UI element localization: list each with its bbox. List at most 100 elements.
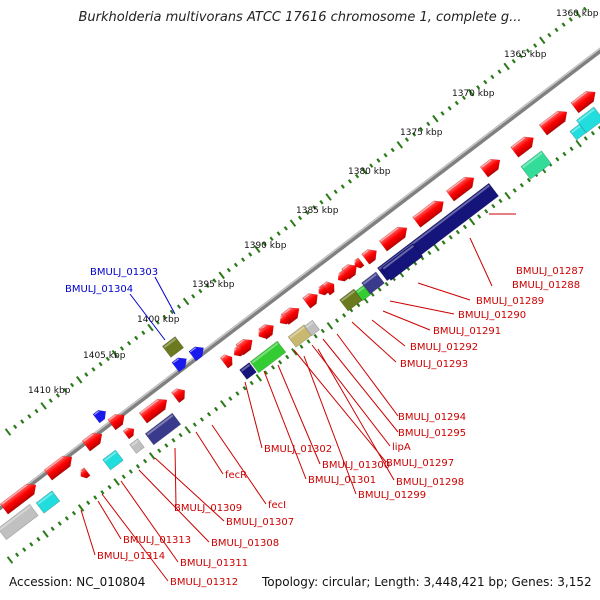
cyan-feature-gloss: [571, 125, 581, 134]
forward-gene-arrow-gloss: [1, 484, 28, 505]
green-feature-shape: [249, 340, 287, 374]
tick-mark: [448, 235, 453, 240]
leader-line: [469, 237, 493, 287]
tick-mark: [147, 323, 154, 332]
forward-gene-arrow-shape: [361, 249, 377, 265]
olive-feature-gloss: [163, 337, 177, 349]
kbp-label: 1390 kbp: [244, 241, 287, 251]
forward-gene-arrow-gloss: [282, 308, 291, 316]
tick-mark: [263, 370, 268, 375]
tick-mark: [86, 500, 91, 506]
reverse-gene-arrow-gloss: [336, 273, 341, 277]
tick-mark: [233, 262, 239, 268]
forward-gene-arrow: [107, 413, 125, 431]
forward-gene-arrow: [378, 226, 408, 252]
gene-label: BMULJ_01287: [516, 266, 584, 277]
cyan-feature-shape: [35, 490, 61, 514]
reverse-gene-arrow: [256, 327, 269, 339]
reverse-gene-arrow: [316, 284, 329, 296]
gene-labels: BMULJ_01287 BMULJ_01288 BMULJ_01289 BMULJ_0…: [65, 266, 584, 588]
forward-gene-arrow-gloss: [221, 355, 226, 359]
tick-mark: [34, 408, 39, 414]
kbp-label: 1385 kbp: [296, 206, 339, 216]
tick-mark: [306, 339, 311, 344]
tick-mark: [568, 17, 573, 22]
tick-mark: [36, 536, 41, 542]
tick-mark: [390, 147, 395, 153]
gene-features: [0, 90, 600, 541]
label-leader-lines: [80, 213, 516, 582]
reverse-gene-arrow-shape: [80, 467, 91, 479]
tick-mark: [433, 243, 440, 252]
leader-line: [371, 319, 406, 347]
tick-mark: [198, 288, 203, 294]
kbp-label: 1410 kbp: [28, 386, 71, 396]
tick-mark: [313, 333, 318, 339]
forward-gene-arrow-gloss: [323, 282, 328, 286]
tick-mark: [254, 245, 261, 254]
forward-gene-arrow: [412, 200, 444, 228]
tick-mark: [419, 126, 424, 132]
tick-mark: [468, 217, 476, 226]
gene-label: BMULJ_01313: [123, 535, 191, 546]
tick-mark: [29, 542, 34, 547]
tick-mark: [111, 349, 119, 358]
grey-feature-shape: [0, 503, 39, 541]
forward-gene-arrow-gloss: [45, 456, 64, 471]
leader-line: [317, 348, 395, 481]
grey-feature-gloss: [131, 439, 139, 447]
tick-mark: [533, 43, 538, 48]
forward-gene-arrow-shape: [170, 388, 186, 404]
forward-gene-arrow: [538, 110, 568, 136]
cyan-feature: [35, 490, 61, 514]
reverse-gene-arrow: [232, 344, 246, 357]
reverse-gene-arrow-gloss: [278, 316, 283, 320]
leader-line: [154, 457, 225, 522]
forward-gene-arrow-gloss: [380, 227, 399, 242]
olive-feature: [161, 336, 185, 358]
tick-mark: [214, 406, 219, 412]
tick-mark: [55, 393, 60, 398]
tick-mark: [100, 490, 105, 495]
tick-mark: [476, 85, 481, 90]
purple-feature-gloss: [363, 273, 377, 285]
tick-mark: [376, 158, 381, 163]
tick-mark: [22, 547, 27, 552]
gene-label: BMULJ_01294: [398, 412, 466, 423]
tick-mark: [15, 552, 20, 558]
tick-mark: [48, 398, 53, 403]
tick-mark: [148, 452, 156, 460]
tick-mark: [141, 330, 146, 336]
forward-gene-arrow: [81, 432, 103, 452]
tick-mark: [467, 88, 475, 97]
leader-line: [211, 424, 267, 505]
forward-gene-arrow-gloss: [83, 433, 94, 442]
tick-mark: [483, 79, 488, 85]
forward-gene-arrow: [570, 90, 596, 114]
gene-label: BMULJ_01299: [358, 490, 426, 501]
tick-mark: [518, 53, 523, 59]
forward-gene-arrow: [43, 455, 73, 481]
green-feature-gloss: [251, 342, 279, 364]
tick-mark: [40, 402, 47, 410]
tick-mark: [4, 428, 12, 436]
tick-mark: [13, 424, 18, 430]
tick-mark: [354, 173, 360, 179]
kbp-label: 1400 kbp: [137, 315, 180, 325]
forward-gene-arrow-gloss: [303, 293, 310, 299]
grey-feature: [0, 503, 39, 541]
tick-mark: [162, 314, 167, 320]
reverse-gene-arrow: [352, 257, 365, 269]
tick-mark: [370, 292, 375, 297]
grey-feature-shape: [129, 438, 145, 454]
mint-feature: [520, 150, 552, 180]
tick-mark: [242, 385, 247, 391]
tan-feature: [287, 324, 313, 348]
tick-mark: [334, 318, 340, 323]
gene-label: BMULJ_01302: [264, 444, 332, 455]
tick-mark: [574, 10, 582, 19]
forward-gene-arrow-shape: [43, 455, 73, 481]
gene-label: BMULJ_01291: [433, 326, 501, 337]
forward-gene-arrow: [510, 136, 534, 158]
purple-feature: [361, 271, 385, 295]
